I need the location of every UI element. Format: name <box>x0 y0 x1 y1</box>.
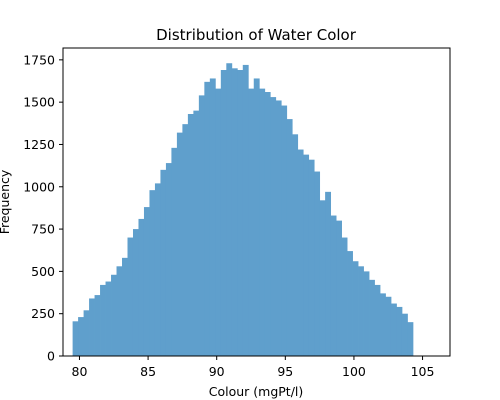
histogram-bar <box>209 78 216 357</box>
histogram-bar <box>396 306 403 356</box>
histogram-bar <box>83 310 90 356</box>
histogram-bar <box>363 271 370 356</box>
histogram-bar <box>242 64 249 357</box>
y-tick-label: 1000 <box>23 179 55 194</box>
x-tick-label: 85 <box>140 364 156 379</box>
histogram-bar <box>127 237 134 356</box>
histogram-bar <box>292 134 299 356</box>
histogram-bar <box>303 154 310 356</box>
x-tick-label: 90 <box>209 364 225 379</box>
histogram-bar <box>308 159 315 356</box>
histogram-bar <box>176 132 183 356</box>
histogram-bar <box>281 105 288 356</box>
histogram-bar <box>253 78 260 357</box>
histogram-bar <box>330 215 337 356</box>
histogram-bar <box>149 190 156 356</box>
x-tick-label: 95 <box>277 364 293 379</box>
histogram-bar <box>182 124 189 357</box>
histogram-bar <box>374 284 381 356</box>
chart-title: Distribution of Water Color <box>156 26 357 44</box>
histogram-bar <box>187 114 194 356</box>
histogram-bar <box>100 284 106 356</box>
histogram-bar <box>401 313 408 356</box>
histogram-bar <box>325 191 332 356</box>
histogram-bar <box>143 207 150 356</box>
histogram-bar <box>122 257 128 356</box>
histogram-bar <box>319 200 326 356</box>
histogram-bar <box>171 147 178 356</box>
histogram-bar <box>380 293 386 356</box>
histogram-bar <box>248 88 255 357</box>
histogram-bar <box>193 110 200 357</box>
histogram-bar <box>407 322 414 356</box>
histogram-bar <box>231 68 238 356</box>
y-tick-label: 750 <box>31 222 55 237</box>
x-tick-label: 105 <box>411 364 435 379</box>
histogram-bar <box>132 229 139 356</box>
y-tick-label: 0 <box>47 349 55 364</box>
histogram-bar <box>154 183 161 356</box>
x-tick-label: 80 <box>72 364 88 379</box>
y-axis-label: Frequency <box>0 169 12 234</box>
histogram-bar <box>264 92 271 356</box>
histogram-bar <box>198 95 205 356</box>
y-tick-label: 500 <box>31 264 55 279</box>
histogram-bar <box>138 218 145 356</box>
plot-frame <box>62 47 451 357</box>
histogram-bar <box>390 303 397 356</box>
histogram-bar <box>94 295 101 356</box>
histogram-bar <box>369 279 375 356</box>
y-axis-ticks: 0 250 500 750 1000 1250 1500 1750 <box>23 52 63 364</box>
histogram-bar <box>116 266 123 356</box>
histogram-bar <box>341 237 348 356</box>
histogram-bar <box>259 88 266 357</box>
histogram-bar <box>111 274 117 356</box>
x-axis-label: Colour (mgPt/l) <box>209 384 304 399</box>
histogram-bar <box>165 163 172 356</box>
histogram-bar <box>204 81 211 356</box>
y-tick-label: 1250 <box>23 137 55 152</box>
y-tick-label: 250 <box>31 306 55 321</box>
bars-group <box>72 63 414 357</box>
histogram-bar <box>237 70 244 356</box>
y-tick-label: 1500 <box>23 95 55 110</box>
histogram-bar <box>352 261 359 356</box>
x-axis-ticks: 80 85 90 95 100 105 <box>72 356 435 379</box>
histogram-bar <box>226 63 233 356</box>
histogram-bar <box>336 220 342 356</box>
histogram-bar <box>220 70 227 356</box>
y-tick-label: 1750 <box>23 52 55 67</box>
histogram-bar <box>105 281 112 356</box>
histogram-bar <box>78 317 84 356</box>
histogram-bar <box>275 100 282 357</box>
histogram-bar <box>160 169 167 356</box>
histogram-bar <box>347 251 353 356</box>
histogram-bar <box>72 321 79 356</box>
histogram-bar <box>270 97 277 356</box>
histogram-bar <box>89 298 95 356</box>
histogram-bar <box>314 171 321 356</box>
histogram-bar <box>358 266 364 356</box>
histogram-bar <box>385 296 392 356</box>
histogram-bar <box>215 88 222 357</box>
x-tick-label: 100 <box>342 364 366 379</box>
histogram-bar <box>286 119 293 356</box>
histogram-bar <box>297 149 304 356</box>
